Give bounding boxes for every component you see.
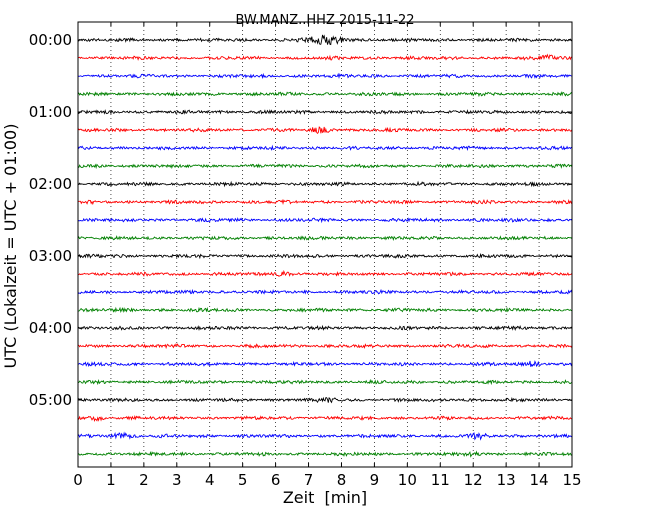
trace-line (77, 235, 573, 241)
x-tick-label: 5 (238, 471, 248, 489)
x-tick-label: 8 (337, 471, 347, 489)
x-axis-ticks: 0 1 2 3 4 5 6 7 8 9 10 11 12 13 14 15 (73, 22, 582, 489)
trace-line (77, 34, 573, 46)
trace-line (77, 252, 573, 260)
y-tick-label: 03:00 (29, 247, 72, 265)
x-tick-label: 10 (398, 471, 417, 489)
trace-line (77, 378, 573, 386)
x-tick-label: 3 (172, 471, 182, 489)
trace-line (77, 343, 573, 350)
chart-title: BW.MANZ..HHZ 2015-11-22 (235, 13, 414, 28)
trace-line (77, 306, 573, 314)
trace-line (77, 324, 573, 332)
x-tick-label: 0 (73, 471, 83, 489)
trace-line (77, 450, 573, 458)
x-tick-label: 11 (431, 471, 450, 489)
x-axis-label: Zeit [min] (283, 488, 367, 507)
trace-line (77, 72, 573, 80)
x-tick-label: 2 (139, 471, 149, 489)
x-tick-label: 7 (304, 471, 314, 489)
x-tick-label: 12 (464, 471, 483, 489)
trace-line (77, 144, 573, 151)
trace-lines (77, 34, 573, 458)
trace-line (77, 180, 573, 188)
y-tick-label: 02:00 (29, 175, 72, 193)
y-tick-label: 01:00 (29, 103, 72, 121)
trace-line (77, 396, 573, 404)
x-tick-label: 4 (205, 471, 215, 489)
plot-frame (77, 21, 573, 468)
y-tick-label: 04:00 (29, 319, 72, 337)
trace-line (77, 199, 573, 206)
y-axis-ticks: 00:00 01:00 02:00 03:00 04:00 05:00 (29, 31, 572, 409)
trace-line (77, 414, 573, 423)
x-tick-label: 1 (106, 471, 116, 489)
trace-line (77, 217, 573, 224)
trace-line (77, 269, 573, 277)
y-axis-label: UTC (Lokalzeit = UTC + 01:00) (1, 124, 20, 369)
x-tick-label: 6 (271, 471, 281, 489)
x-tick-label: 15 (562, 471, 581, 489)
trace-line (77, 126, 573, 135)
trace-line (77, 91, 573, 98)
x-tick-label: 13 (497, 471, 516, 489)
x-tick-label: 14 (530, 471, 549, 489)
trace-line (77, 109, 573, 115)
x-tick-label: 9 (370, 471, 380, 489)
y-tick-label: 00:00 (29, 31, 72, 49)
trace-line (77, 53, 573, 61)
trace-line (77, 163, 573, 170)
trace-line (77, 360, 573, 368)
trace-line (77, 288, 573, 295)
trace-line (77, 431, 573, 441)
y-tick-label: 05:00 (29, 391, 72, 409)
